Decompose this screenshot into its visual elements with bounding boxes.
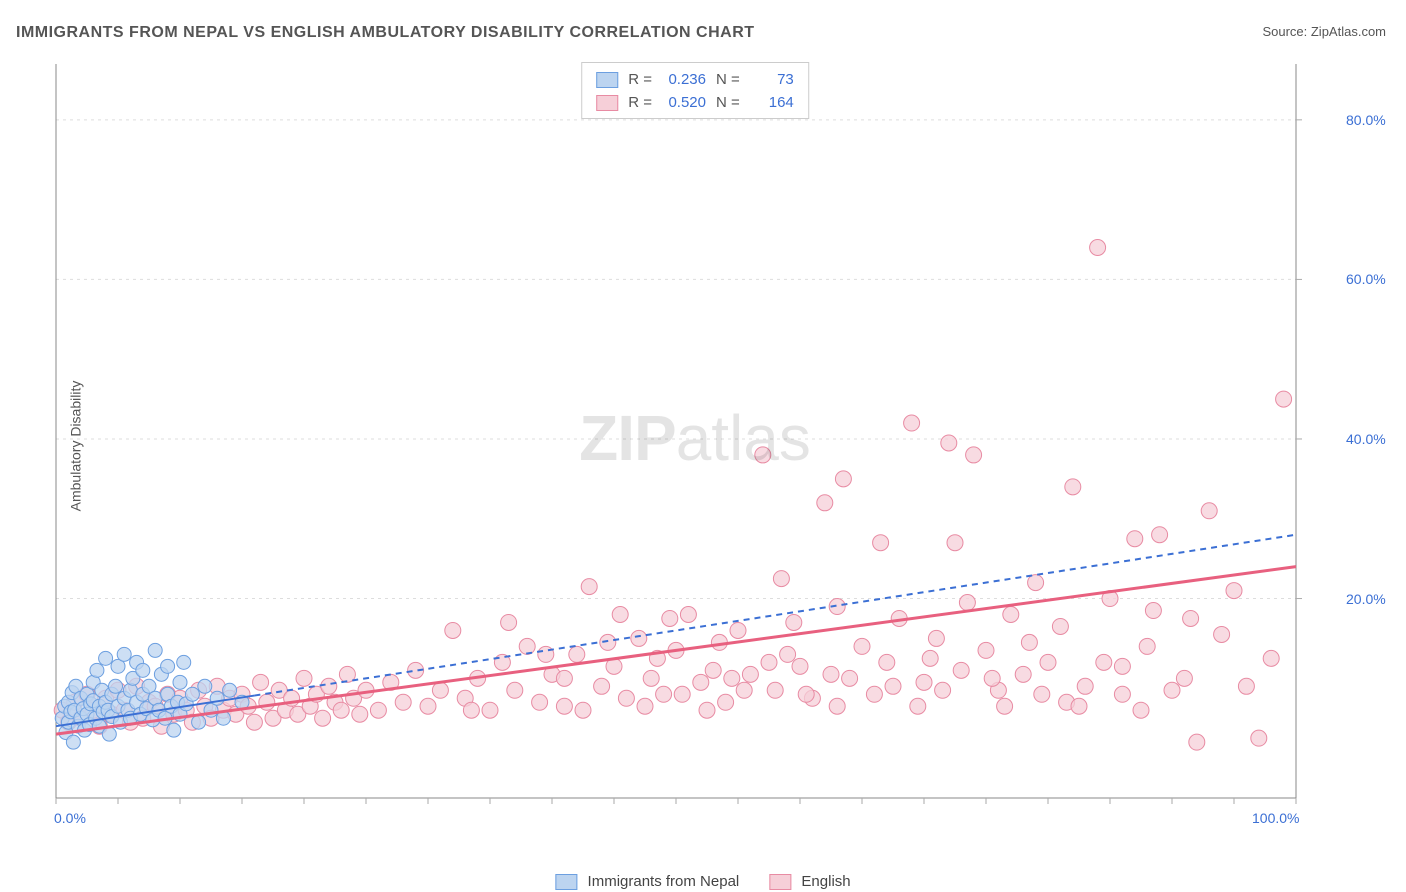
legend-label-nepal: Immigrants from Nepal xyxy=(588,873,740,890)
legend-item-english: English xyxy=(769,873,850,890)
legend-n-value: 73 xyxy=(750,69,794,92)
ytick-label: 40.0% xyxy=(1346,431,1402,447)
legend-swatch-english xyxy=(596,95,618,111)
chart-area: ZIPatlas R = 0.236 N = 73 R = 0.520 N = … xyxy=(50,58,1340,818)
source-label: Source: ZipAtlas.com xyxy=(1262,24,1386,39)
legend-item-nepal: Immigrants from Nepal xyxy=(555,873,739,890)
xtick-label: 0.0% xyxy=(54,810,86,826)
ytick-label: 60.0% xyxy=(1346,271,1402,287)
ytick-label: 20.0% xyxy=(1346,591,1402,607)
legend-swatch-nepal xyxy=(555,874,577,890)
legend-stats-box: R = 0.236 N = 73 R = 0.520 N = 164 xyxy=(581,62,809,119)
legend-swatch-nepal xyxy=(596,72,618,88)
yaxis-label: Ambulatory Disability xyxy=(67,381,83,512)
legend-swatch-english xyxy=(769,874,791,890)
legend-r-label: R = xyxy=(628,92,652,115)
legend-r-label: R = xyxy=(628,69,652,92)
legend-stats-row: R = 0.236 N = 73 xyxy=(596,69,794,92)
legend-bottom: Immigrants from Nepal English xyxy=(555,873,850,890)
legend-n-value: 164 xyxy=(750,92,794,115)
legend-stats-row: R = 0.520 N = 164 xyxy=(596,92,794,115)
legend-label-english: English xyxy=(801,873,850,890)
ytick-label: 80.0% xyxy=(1346,112,1402,128)
xtick-label: 100.0% xyxy=(1252,810,1299,826)
page-title: IMMIGRANTS FROM NEPAL VS ENGLISH AMBULAT… xyxy=(16,24,755,42)
scatter-chart-svg xyxy=(50,58,1340,818)
legend-n-label: N = xyxy=(716,92,740,115)
legend-r-value: 0.236 xyxy=(662,69,706,92)
legend-r-value: 0.520 xyxy=(662,92,706,115)
legend-n-label: N = xyxy=(716,69,740,92)
